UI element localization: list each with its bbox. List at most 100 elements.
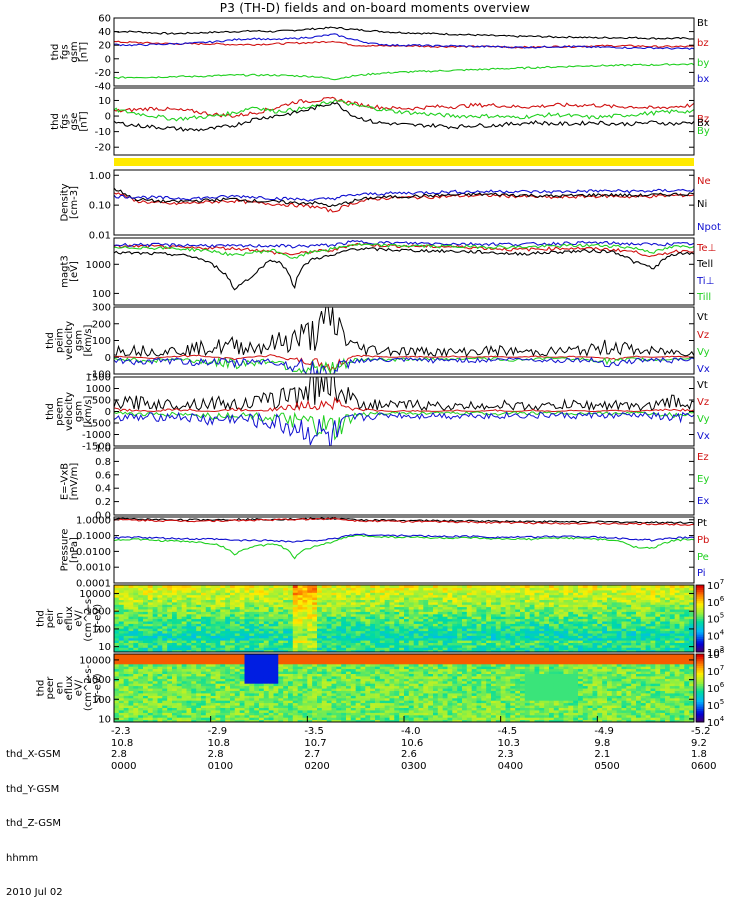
y-tick-label: -40 bbox=[95, 82, 111, 93]
footer-value-z: 2.1 bbox=[594, 749, 619, 761]
footer-value-x: -3.5 bbox=[304, 726, 329, 738]
footer-value-x: -2.3 bbox=[111, 726, 136, 738]
y-tick-label: 0.8 bbox=[95, 457, 111, 468]
footer-value-t: 0100 bbox=[208, 761, 233, 773]
legend-label: Vt bbox=[697, 312, 708, 323]
y-tick-label: 10 bbox=[98, 714, 111, 725]
y-tick-label: 0.2 bbox=[95, 497, 111, 508]
footer-value-z: 2.3 bbox=[498, 749, 523, 761]
footer-value-t: 0600 bbox=[691, 761, 716, 773]
legend-label: Te⊥ bbox=[696, 243, 716, 254]
y-axis-label: sr-eV) bbox=[93, 673, 104, 702]
legend-label: Ne bbox=[697, 176, 711, 187]
footer-row-labels: thd_X-GSM thd_Y-GSM thd_Z-GSM hhmm 2010 … bbox=[6, 726, 63, 910]
legend-label: Ni bbox=[697, 199, 707, 210]
y-axis-label: [mV/m] bbox=[69, 463, 80, 501]
legend-label: Bt bbox=[697, 18, 708, 29]
footer-value-t: 0300 bbox=[401, 761, 426, 773]
footer-value-x: -4.9 bbox=[594, 726, 619, 738]
y-tick-label: 10000 bbox=[79, 655, 111, 666]
quality-flag-bar bbox=[114, 158, 694, 166]
legend-label: Vz bbox=[697, 330, 709, 341]
panel-frame bbox=[114, 448, 694, 515]
legend-label: Pe bbox=[697, 552, 709, 563]
footer-value-z: 2.7 bbox=[304, 749, 329, 761]
footer-label-date: 2010 Jul 02 bbox=[6, 887, 63, 899]
legend-label: Vy bbox=[697, 347, 710, 358]
series-fgs-gse-1 bbox=[114, 100, 694, 121]
legend-label: Vx bbox=[697, 364, 710, 375]
y-tick-label: -20 bbox=[95, 143, 111, 154]
y-tick-label: 0.10 bbox=[89, 201, 111, 212]
panel-pressure: 0.00010.00100.01000.10001.0000Pressure[n… bbox=[59, 515, 709, 589]
footer-value-x: -2.9 bbox=[208, 726, 233, 738]
legend-label: Bx bbox=[697, 118, 710, 129]
footer-value-z: 2.8 bbox=[208, 749, 233, 761]
footer-value-t: 0000 bbox=[111, 761, 136, 773]
y-axis-label: [nT] bbox=[78, 42, 89, 62]
legend-label: Npot bbox=[697, 222, 721, 233]
series-fgs-gse-0 bbox=[114, 97, 694, 117]
y-tick-label: 0.1000 bbox=[76, 531, 111, 542]
footer-label-y: thd_Y-GSM bbox=[6, 784, 63, 796]
y-tick-label: 1000 bbox=[86, 384, 111, 395]
legend-label: Till bbox=[696, 292, 711, 303]
colorbar-label: 105 bbox=[707, 698, 724, 712]
overview-figure: -40-200204060thdfgsgsm[nT]Btbzbybx-20-10… bbox=[0, 0, 750, 800]
series-temperature-3 bbox=[114, 244, 694, 259]
footer-value-z: 2.8 bbox=[111, 749, 136, 761]
panel-frame bbox=[114, 88, 694, 155]
y-tick-label: 0.0010 bbox=[76, 563, 111, 574]
series-peim-velocity-3 bbox=[114, 358, 694, 385]
y-tick-label: -20 bbox=[95, 68, 111, 79]
y-tick-label: 40 bbox=[98, 27, 111, 38]
y-tick-label: 1000 bbox=[86, 260, 111, 271]
series-peem-velocity-0 bbox=[114, 354, 694, 411]
legend-label: Ez bbox=[697, 452, 709, 463]
footer-value-y: 10.7 bbox=[304, 738, 329, 750]
footer-value-z: 2.6 bbox=[401, 749, 426, 761]
footer-value-y: 10.8 bbox=[111, 738, 136, 750]
y-tick-label: 0.0001 bbox=[76, 579, 111, 590]
y-tick-label: 0.6 bbox=[95, 470, 111, 481]
colorbar-label: 104 bbox=[707, 628, 725, 642]
y-tick-label: 1.0 bbox=[95, 444, 111, 455]
y-axis-label: [km/s] bbox=[83, 324, 94, 356]
series-temperature-2 bbox=[114, 241, 694, 248]
y-tick-label: 20 bbox=[98, 41, 111, 52]
y-axis-label: [nT] bbox=[78, 111, 89, 131]
colorbar-label: 107 bbox=[707, 664, 724, 678]
y-axis-label: [km/s] bbox=[83, 395, 94, 427]
legend-label: Vx bbox=[697, 431, 710, 442]
series-fgs-gsm-0 bbox=[114, 27, 694, 39]
series-fgs-gsm-3 bbox=[114, 34, 694, 50]
footer-label-hhmm: hhmm bbox=[6, 853, 63, 865]
legend-label: Vt bbox=[697, 380, 708, 391]
y-tick-label: -1000 bbox=[82, 430, 111, 441]
footer-label-x: thd_X-GSM bbox=[6, 749, 63, 761]
legend-label: Ex bbox=[697, 496, 709, 507]
legend-label: Vy bbox=[697, 414, 710, 425]
colorbar-label: 105 bbox=[707, 612, 724, 626]
colorbar-label: 106 bbox=[707, 681, 725, 695]
y-tick-label: 1500 bbox=[86, 373, 111, 384]
y-tick-label: 0 bbox=[105, 407, 111, 418]
legend-label: Tell bbox=[696, 259, 713, 270]
y-axis-label: sr-eV) bbox=[93, 604, 104, 633]
footer-value-t: 0500 bbox=[594, 761, 619, 773]
legend-label: bx bbox=[697, 74, 709, 85]
y-tick-label: 60 bbox=[98, 14, 111, 25]
footer-label-z: thd_Z-GSM bbox=[6, 818, 63, 830]
y-tick-label: 0 bbox=[105, 54, 111, 65]
y-tick-label: 100 bbox=[92, 336, 111, 347]
